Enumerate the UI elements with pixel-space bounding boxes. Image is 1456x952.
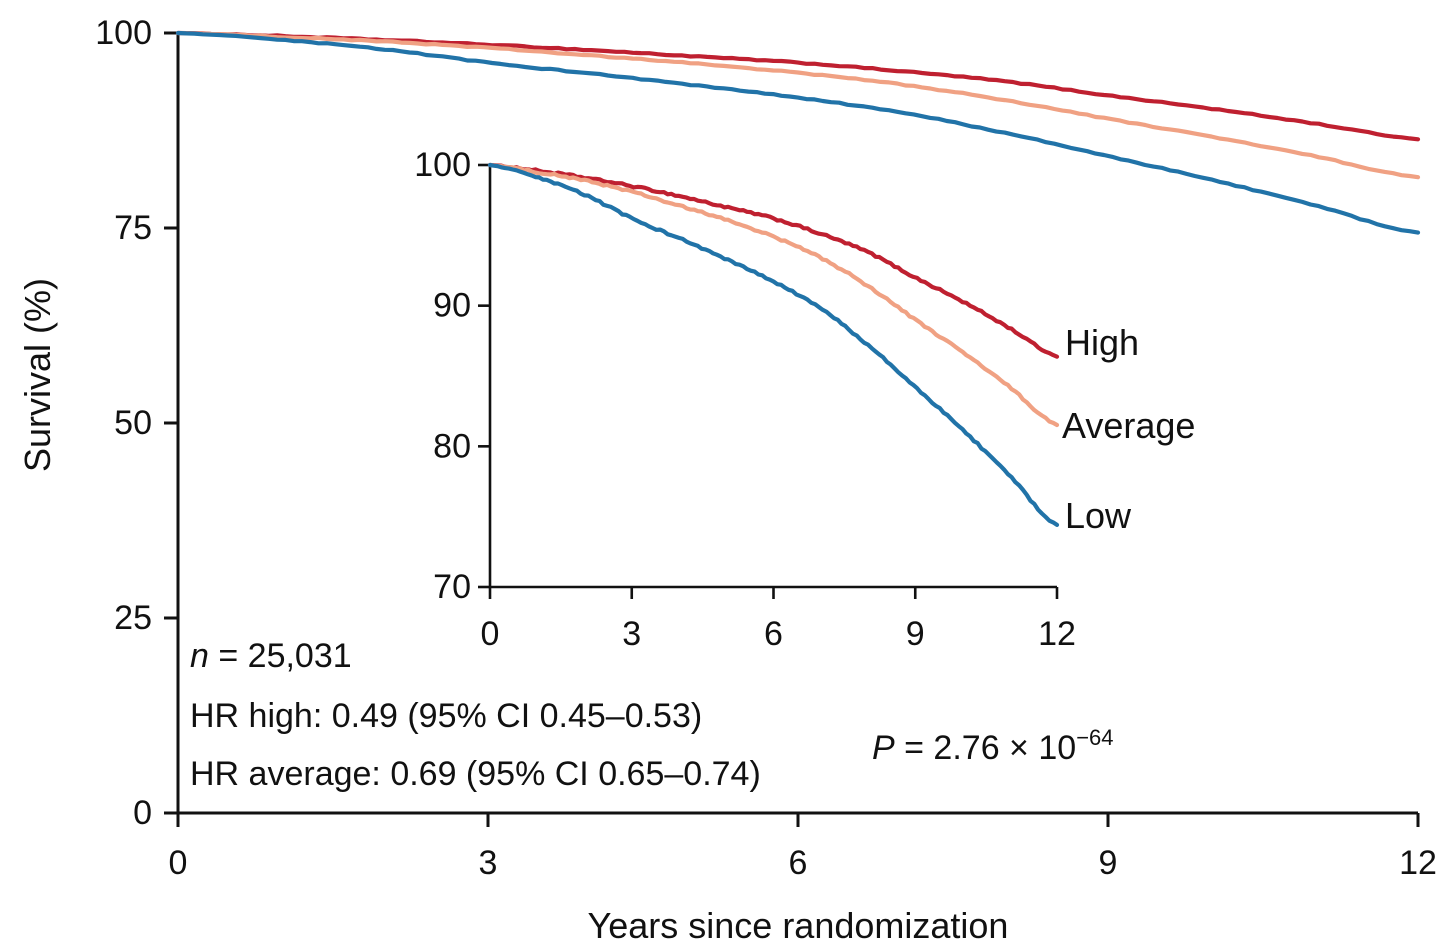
survival-curve-low [175, 30, 1421, 235]
y-axis-title: Survival (%) [17, 277, 58, 473]
survival-curve-average [487, 162, 1060, 428]
x-tick-label: 0 [169, 844, 188, 882]
y-tick-label: 100 [414, 146, 471, 184]
p-value-body: = 2.76 × 10 [894, 729, 1077, 767]
p-value-exponent: −64 [1076, 725, 1114, 750]
x-tick-label: 6 [789, 844, 808, 882]
y-tick-label: 25 [114, 599, 152, 637]
p-symbol: P [872, 729, 895, 767]
p-value-annotation: P = 2.76 × 10−64 [872, 725, 1114, 772]
y-tick-label: 80 [433, 427, 471, 465]
x-axis-title: Years since randomization [587, 905, 1009, 946]
survival-curve-high [487, 162, 1060, 359]
x-tick-label: 0 [481, 615, 500, 653]
x-tick-label: 3 [479, 844, 498, 882]
axis-line [488, 165, 1057, 589]
n-annotation: n = 25,031 [190, 636, 352, 676]
y-tick-label: 75 [114, 209, 152, 247]
main-axes: 0 25 50 75 100 0 3 6 9 12 [95, 14, 1437, 882]
x-tick-label: 9 [906, 615, 925, 653]
x-tick-label: 12 [1038, 615, 1076, 653]
x-tick-label: 12 [1399, 844, 1437, 882]
inset-axes: 70 80 90 100 0 3 6 9 12 [414, 146, 1076, 653]
series-label-low: Low [1065, 495, 1132, 536]
y-tick-label: 50 [114, 404, 152, 442]
main-survival-curves [175, 30, 1421, 235]
n-symbol: n [190, 637, 209, 675]
x-tick-label: 6 [764, 615, 783, 653]
x-tick-label: 9 [1099, 844, 1118, 882]
y-tick-label: 100 [95, 14, 152, 52]
series-label-high: High [1065, 322, 1140, 363]
survival-curve-low [487, 162, 1060, 527]
hr-high-annotation: HR high: 0.49 (95% CI 0.45–0.53) [190, 697, 703, 735]
survival-curve-average [175, 30, 1421, 180]
inset-survival-curves [487, 162, 1060, 527]
y-tick-label: 0 [133, 794, 152, 832]
x-tick-label: 3 [622, 615, 641, 653]
series-label-average: Average [1062, 405, 1196, 446]
y-tick-label: 90 [433, 287, 471, 325]
y-tick-label: 70 [433, 568, 471, 606]
n-value: = 25,031 [208, 637, 352, 675]
hr-average-annotation: HR average: 0.69 (95% CI 0.65–0.74) [190, 755, 761, 793]
